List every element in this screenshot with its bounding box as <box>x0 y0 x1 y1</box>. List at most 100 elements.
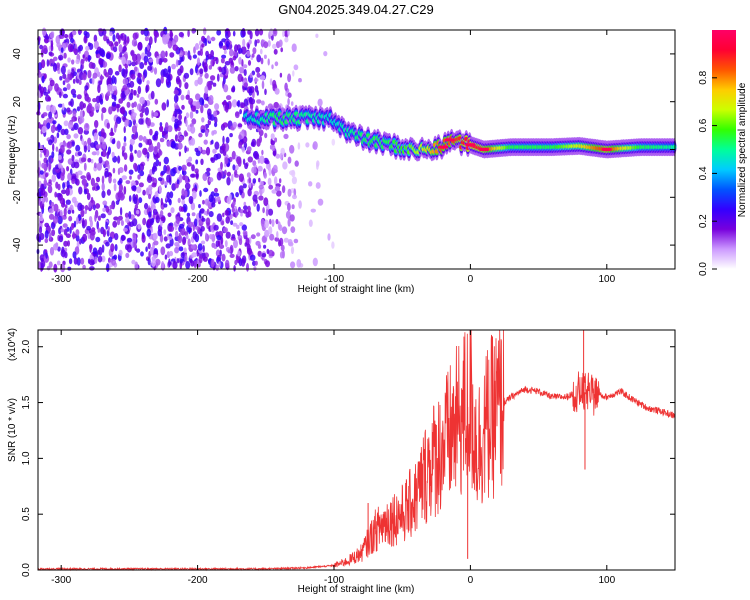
noise-dot <box>312 141 318 150</box>
noise-dot <box>277 221 281 231</box>
noise-dot <box>317 98 323 107</box>
noise-dot <box>269 218 272 225</box>
noise-dot <box>256 54 262 63</box>
noise-dot <box>246 262 249 272</box>
noise-dot <box>163 203 168 208</box>
y-tick-label: 0 <box>12 146 23 152</box>
noise-dot <box>292 70 295 77</box>
noise-dot <box>139 170 145 177</box>
noise-dot <box>151 166 155 175</box>
noise-dot <box>71 68 75 77</box>
noise-dot <box>57 155 62 160</box>
noise-dot <box>174 247 180 254</box>
noise-dot <box>97 255 103 263</box>
noise-dot <box>96 162 103 171</box>
noise-dot <box>132 112 137 117</box>
noise-dot <box>292 194 297 200</box>
noise-dot <box>190 244 196 249</box>
noise-dot <box>290 261 296 269</box>
noise-dot <box>242 158 246 165</box>
noise-dot <box>271 145 276 152</box>
noise-dot <box>71 154 75 162</box>
noise-dot <box>279 72 283 78</box>
noise-dot <box>91 76 95 85</box>
noise-dot <box>204 38 208 47</box>
noise-dot <box>317 198 324 206</box>
noise-dot <box>151 182 157 188</box>
noise-dot <box>62 80 66 86</box>
noise-dot <box>229 253 235 258</box>
noise-dot <box>119 207 123 216</box>
noise-dot <box>105 221 108 230</box>
noise-dot <box>133 162 138 170</box>
noise-dot <box>72 251 77 259</box>
noise-dot <box>112 178 117 184</box>
noise-dot <box>146 228 152 237</box>
noise-dot <box>158 150 163 156</box>
noise-dot <box>63 120 69 127</box>
noise-dot <box>246 172 251 178</box>
noise-dot <box>94 256 98 264</box>
noise-dot <box>147 65 153 71</box>
noise-dot <box>287 156 292 164</box>
snr-frame <box>37 329 676 571</box>
noise-dot <box>165 165 170 172</box>
noise-dot <box>122 84 128 91</box>
noise-dot <box>46 104 51 112</box>
noise-dot <box>316 160 320 167</box>
noise-dot <box>211 202 216 208</box>
noise-dot <box>251 166 257 174</box>
noise-dot <box>198 210 202 219</box>
noise-dot <box>152 232 158 240</box>
noise-dot <box>272 79 277 89</box>
noise-dot <box>113 90 117 96</box>
noise-dot <box>312 257 318 267</box>
colorbar-tick-label: 0.2 <box>698 214 709 228</box>
noise-dot <box>248 88 253 96</box>
noise-dot <box>264 229 270 238</box>
noise-dot <box>145 246 148 252</box>
noise-dot <box>147 138 153 146</box>
noise-dot <box>176 179 180 185</box>
noise-dot <box>41 59 46 69</box>
noise-dot <box>154 145 158 154</box>
noise-dot <box>121 150 125 157</box>
noise-dot <box>68 215 73 222</box>
noise-dot <box>71 196 77 204</box>
noise-dot <box>61 28 65 37</box>
noise-dot <box>187 29 190 38</box>
noise-dot <box>61 189 67 195</box>
noise-dot <box>93 34 98 43</box>
noise-dot <box>54 83 59 92</box>
noise-dot <box>162 57 168 63</box>
noise-dot <box>169 29 173 38</box>
noise-dot <box>64 77 70 83</box>
noise-dot <box>147 257 151 266</box>
noise-dot <box>193 260 198 269</box>
noise-dot <box>111 151 115 158</box>
noise-dot <box>192 231 198 240</box>
noise-dot <box>170 168 176 177</box>
noise-dot <box>273 101 280 109</box>
noise-dot <box>40 183 44 193</box>
noise-dot <box>114 233 119 241</box>
noise-dot <box>173 89 179 95</box>
noise-dot <box>331 241 335 249</box>
noise-dot <box>88 201 92 209</box>
noise-dot <box>177 197 181 204</box>
noise-dot <box>85 57 88 62</box>
noise-dot <box>39 153 43 158</box>
noise-dot <box>276 231 279 239</box>
noise-dot <box>110 243 115 253</box>
noise-dot <box>256 39 260 44</box>
noise-dot <box>67 240 70 247</box>
noise-dot <box>243 201 247 207</box>
noise-dot <box>259 155 265 164</box>
x-tick-label: 0 <box>468 274 474 285</box>
noise-dot <box>98 156 103 164</box>
noise-dot <box>142 147 148 155</box>
noise-dot <box>227 31 231 38</box>
noise-dot <box>184 82 189 90</box>
snr-scale-label: (x10^4) <box>7 328 18 361</box>
noise-dot <box>48 179 52 184</box>
